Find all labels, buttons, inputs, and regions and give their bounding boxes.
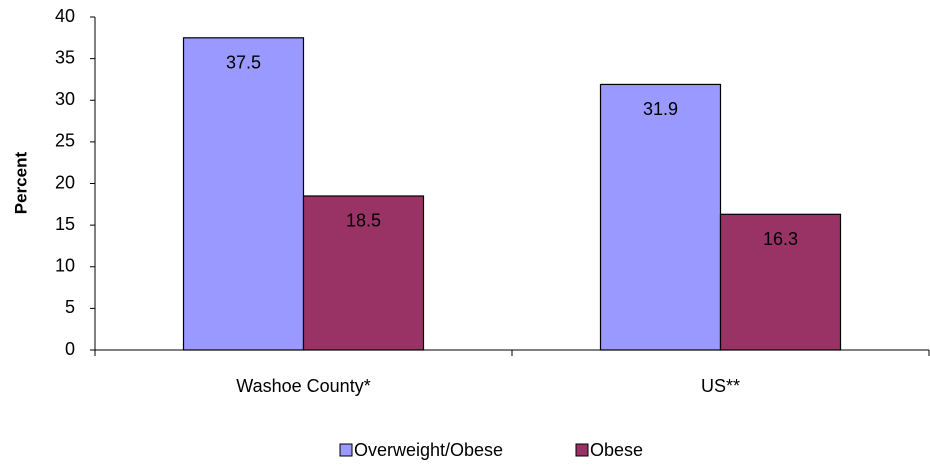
y-tick-label: 5 [65, 297, 75, 317]
bar [182, 37, 305, 351]
y-tick-label: 40 [55, 6, 75, 26]
legend-label: Overweight/Obese [354, 440, 503, 460]
y-tick-label: 35 [55, 47, 75, 67]
y-tick-label: 30 [55, 89, 75, 109]
bar [719, 213, 842, 351]
y-tick-label: 25 [55, 131, 75, 151]
y-tick-label: 15 [55, 214, 75, 234]
y-tick-label: 0 [65, 339, 75, 359]
legend-swatch [575, 443, 589, 457]
data-label: 18.5 [346, 211, 381, 231]
data-label: 31.9 [643, 99, 678, 119]
legend-label: Obese [590, 440, 643, 460]
legend-swatch [339, 443, 353, 457]
x-tick-label: US** [701, 376, 740, 396]
x-tick-label: Washoe County* [236, 376, 370, 396]
y-tick-label: 20 [55, 172, 75, 192]
data-label: 16.3 [763, 229, 798, 249]
y-axis-label: Percent [11, 151, 30, 214]
data-label: 37.5 [226, 53, 261, 73]
bar [302, 195, 425, 351]
bar [599, 83, 722, 351]
y-tick-label: 10 [55, 256, 75, 276]
